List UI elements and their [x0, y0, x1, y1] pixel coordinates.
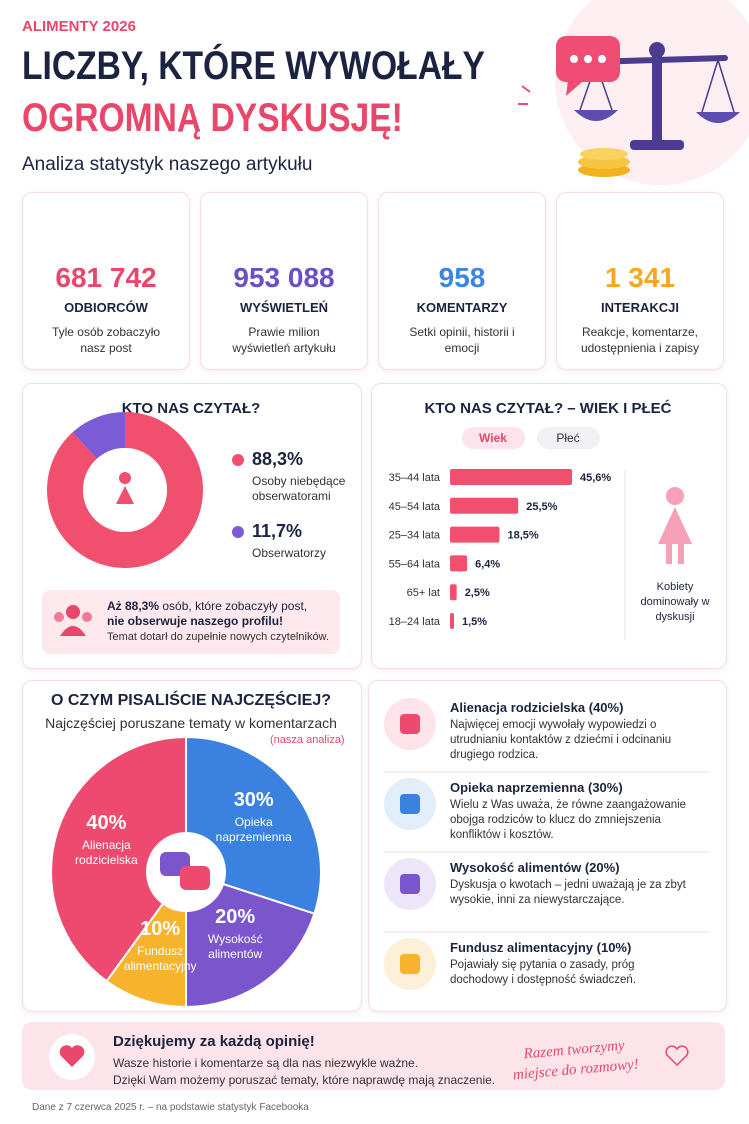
stat-label: WYŚWIETLEŃ — [239, 300, 329, 315]
callout-box — [42, 590, 340, 654]
pie-slice — [50, 735, 187, 983]
stat-label: INTERAKCJI — [600, 300, 679, 315]
footer-line: Dzięki Wam możemy poruszać tematy, które… — [113, 1073, 496, 1087]
tab — [537, 427, 600, 449]
stat-card — [200, 192, 368, 370]
heart-icon — [49, 1034, 95, 1080]
tab — [462, 427, 525, 449]
woman-icon — [658, 487, 692, 564]
stat-desc: Setki opinii, historii i emocji — [409, 325, 515, 355]
stat-card — [22, 192, 190, 370]
legend-value: 11,7% — [252, 521, 303, 541]
subtitle: Analiza statystyk naszego artykułu — [22, 154, 313, 175]
callout-bold: Aż 88,3% — [107, 599, 160, 613]
person — [119, 472, 131, 484]
chart-title: KTO NAS CZYTAŁ? — [121, 400, 261, 417]
topic-desc: Najwięcej emocji wywołały wypowiedzi o u… — [450, 719, 672, 761]
chart-title: O CZYM PISALIŚCIE NAJCZĘŚCIEJ? — [50, 692, 332, 709]
stat-value: 953 088 — [233, 262, 335, 293]
topic-icon — [400, 954, 420, 974]
legend-label: Osoby niebędące obserwatorami — [252, 474, 346, 503]
title-line: LICZBY, KTÓRE WYWOŁAŁY — [22, 44, 485, 88]
footer-band — [22, 1022, 725, 1090]
person — [116, 486, 134, 504]
slice-value: 10% — [140, 917, 181, 940]
bar-value: 1,5% — [462, 616, 487, 628]
slice-value: 20% — [215, 905, 256, 928]
callout-bold: nie obserwuje naszego profilu! — [107, 614, 284, 628]
topic-desc: Dyskusja o kwotach – jedni uważają je za… — [450, 879, 686, 906]
topic-desc: Pojawiały się pytania o zasady, próg doc… — [450, 959, 637, 986]
bar — [450, 526, 500, 543]
bar-value: 6,4% — [475, 558, 500, 570]
callout-icon — [54, 605, 92, 636]
tab-label: Płeć — [556, 431, 579, 445]
gender-note: Kobiety dominowały w dyskusji — [640, 581, 710, 623]
bar-category: 25–34 lata — [389, 530, 441, 542]
bar — [450, 469, 572, 485]
topic-desc: Wielu z Was uważa, że równe zaangażowani… — [450, 799, 687, 841]
header-decoration — [518, 0, 749, 185]
legend-dot — [232, 454, 244, 466]
stat-card — [556, 192, 724, 370]
slice-label: Alienacja rodzicielska — [75, 838, 138, 868]
slice-label: Fundusz alimentacyjny — [123, 943, 197, 973]
footer-title: Dziękujemy za każdą opinię! — [113, 1033, 315, 1050]
title-line: OGROMNĄ DYSKUSJĘ! — [22, 96, 403, 140]
footer-line: Wasze historie i komentarze są dla nas n… — [113, 1056, 419, 1070]
callout-span: osób, które zobaczyły post, — [162, 599, 308, 613]
topic-icon — [400, 874, 420, 894]
legend-dot — [232, 526, 244, 538]
bar-value: 25,5% — [526, 501, 557, 513]
bar-category: 35–44 lata — [389, 472, 441, 484]
donut-segment — [46, 412, 203, 568]
callout-span: Temat dotarł do zupełnie nowych czytelni… — [107, 631, 329, 643]
bar-category: 65+ lat — [407, 587, 440, 599]
callout-text: Aż 88,3% osób, które zobaczyły post, nie… — [107, 599, 337, 645]
stat-value: 681 742 — [55, 262, 157, 293]
stat-desc: Tyle osób zobaczyło nasz post — [51, 325, 161, 355]
topic-title: Fundusz alimentacyjny (10%) — [450, 940, 632, 955]
bar — [450, 584, 457, 601]
slice-value: 30% — [233, 788, 274, 811]
source: Dane z 7 czerwca 2025 r. – na podstawie … — [32, 1102, 309, 1113]
bar — [450, 613, 455, 629]
slice-label: Opieka naprzemienna — [215, 814, 292, 844]
slice-value: 40% — [86, 812, 127, 835]
bubble — [180, 866, 210, 890]
stat-desc: Prawie milion wyświetleń artykułu — [232, 325, 336, 355]
tab-label: Wiek — [479, 431, 507, 445]
bar-category: 18–24 lata — [389, 616, 441, 628]
stat-value: 1 341 — [604, 262, 676, 293]
chart-note: (nasza analiza) — [270, 734, 345, 746]
heart-outline — [665, 1045, 689, 1067]
topic-icon — [400, 714, 420, 734]
chart-subtitle: Najczęściej poruszane tematy w komentarz… — [45, 715, 337, 731]
bar-value: 18,5% — [507, 530, 538, 542]
bar-category: 55–64 lata — [389, 558, 441, 570]
donut-segment — [72, 412, 125, 459]
bar-category: 45–54 lata — [389, 501, 441, 513]
bar-value: 45,6% — [580, 472, 611, 484]
stat-label: ODBIORCÓW — [64, 300, 148, 315]
legend-label: Obserwatorzy — [252, 546, 327, 560]
bar — [450, 555, 468, 572]
slice-label: Wysokość alimentów — [207, 931, 263, 961]
stat-card — [378, 192, 546, 370]
topic-title: Alienacja rodzicielska (40%) — [450, 700, 624, 715]
chart-title: KTO NAS CZYTAŁ? – WIEK I PŁEĆ — [424, 400, 672, 417]
stat-desc: Reakcje, komentarze, udostępnienia i zap… — [580, 325, 700, 355]
pie-slice — [185, 870, 316, 1009]
topic-title: Opieka naprzemienna (30%) — [450, 780, 623, 795]
topic-icon — [400, 794, 420, 814]
topic-title: Wysokość alimentów (20%) — [450, 860, 620, 875]
bar — [450, 497, 519, 514]
bar-value: 2,5% — [465, 587, 490, 599]
kicker: ALIMENTY 2026 — [22, 18, 136, 35]
stat-value: 958 — [438, 262, 486, 293]
legend-value: 88,3% — [252, 449, 304, 469]
stat-label: KOMENTARZY — [416, 300, 508, 315]
